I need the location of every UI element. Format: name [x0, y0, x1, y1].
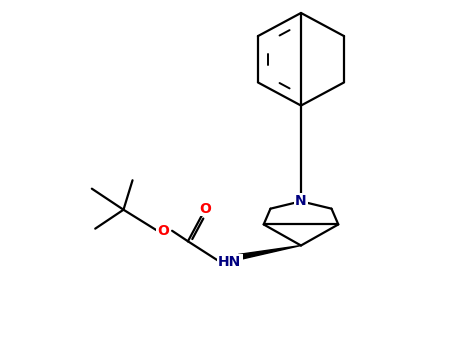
Text: O: O [157, 224, 169, 238]
Text: HN: HN [218, 256, 242, 270]
Text: N: N [295, 194, 307, 208]
Polygon shape [238, 245, 301, 260]
Text: O: O [199, 202, 211, 216]
